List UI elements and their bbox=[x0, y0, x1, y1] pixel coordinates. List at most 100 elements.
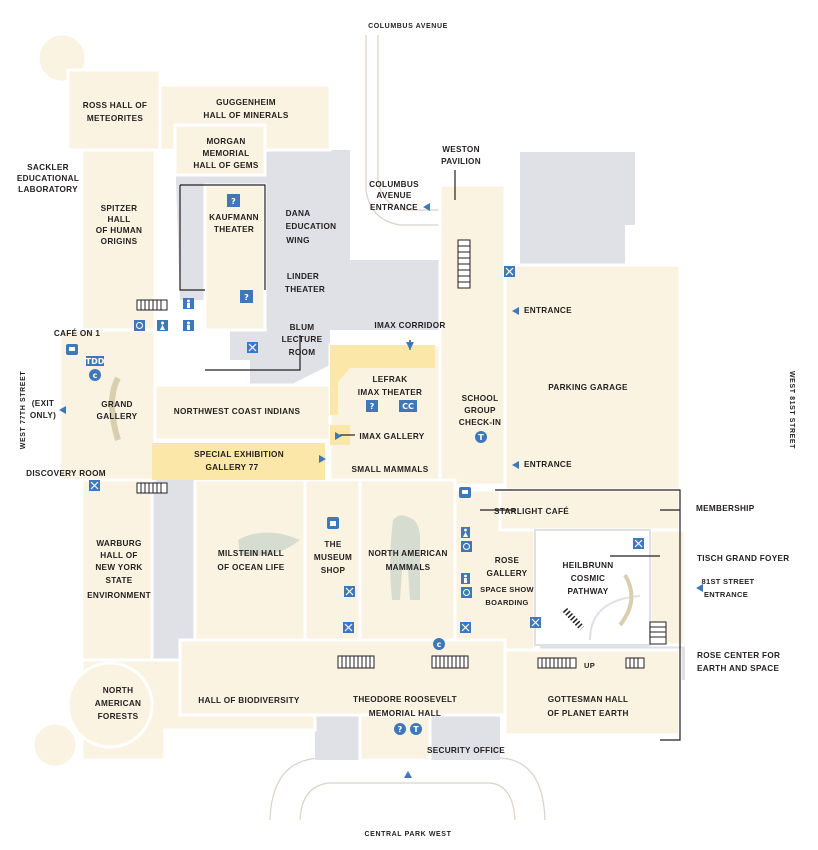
hearing-icon-lefrak: ? bbox=[366, 400, 378, 412]
stair-heilbrunn bbox=[562, 607, 585, 631]
label-dana: DANA EDUCATION WING bbox=[286, 209, 337, 245]
stair-up bbox=[537, 657, 577, 669]
elevator-icon-shop bbox=[344, 586, 355, 597]
svg-text:?: ? bbox=[244, 293, 249, 302]
highlight-areas bbox=[152, 345, 435, 480]
label-membership: MEMBERSHIP bbox=[696, 504, 755, 513]
hearing-icon-linder: ? bbox=[240, 290, 253, 303]
map-icons[interactable]: ? ? ? CC TDD c c T ? T bbox=[66, 194, 644, 735]
label-lefrak: LEFRAK IMAX THEATER bbox=[358, 375, 422, 397]
label-morgan: MORGAN MEMORIAL HALL OF GEMS bbox=[193, 137, 259, 170]
parking-garage bbox=[503, 263, 682, 492]
shop-icon bbox=[327, 517, 339, 529]
stair-roosevelt-w bbox=[337, 655, 375, 669]
restroom-women-icon-2 bbox=[461, 527, 470, 538]
label-security: SECURITY OFFICE bbox=[427, 746, 505, 755]
label-space-show: SPACE SHOW BOARDING bbox=[480, 585, 534, 607]
label-entrance-upper: ENTRANCE bbox=[524, 306, 572, 315]
label-tisch: TISCH GRAND FOYER bbox=[697, 554, 789, 563]
label-special-exhibition: SPECIAL EXHIBITION GALLERY 77 bbox=[194, 450, 284, 472]
svg-text:c: c bbox=[437, 640, 442, 649]
room-labels: ROSS HALL OF METEORITES GUGGENHEIM HALL OF… bbox=[17, 98, 789, 755]
elevator-icon-blum bbox=[247, 342, 258, 353]
svg-text:?: ? bbox=[370, 402, 375, 411]
label-na-mammals: NORTH AMERICAN MAMMALS bbox=[368, 549, 447, 572]
street-north: COLUMBUS AVENUE bbox=[368, 23, 448, 30]
label-na-forests: NORTH AMERICAN FORESTS bbox=[95, 686, 142, 721]
label-rose-center: ROSE CENTER FOR EARTH AND SPACE bbox=[697, 651, 780, 673]
label-museum-shop: THE MUSEUM SHOP bbox=[314, 540, 352, 575]
restroom-men-icon-2 bbox=[183, 320, 194, 331]
milstein-hall bbox=[193, 478, 307, 642]
arrow-entrance-lower-icon bbox=[512, 461, 519, 469]
label-up: UP bbox=[584, 661, 595, 670]
svg-text:CC: CC bbox=[402, 402, 414, 411]
arrow-imax-corridor-icon bbox=[406, 342, 414, 350]
elevator-icon-milstein bbox=[343, 622, 354, 633]
stair-discovery bbox=[136, 482, 168, 494]
stair-spitzer bbox=[136, 299, 168, 311]
cafe-icon-starlight bbox=[459, 487, 471, 498]
label-sackler: SACKLER EDUCATIONAL LABORATORY bbox=[17, 163, 79, 194]
label-heilbrunn: HEILBRUNN COSMIC PATHWAY bbox=[563, 561, 614, 596]
east-corridor bbox=[438, 183, 507, 487]
elevator-icon-rose bbox=[460, 622, 471, 633]
elevator-icon-ne bbox=[504, 266, 515, 277]
restroom-men-icon bbox=[183, 298, 194, 309]
street-west: WEST 77TH STREET bbox=[20, 371, 27, 450]
morgan-hall bbox=[173, 123, 267, 177]
label-small-mammals: SMALL MAMMALS bbox=[352, 465, 429, 474]
ticket-icon-school: T bbox=[475, 431, 487, 443]
stair-weston bbox=[457, 239, 471, 289]
arrow-special-exhibition-icon bbox=[319, 455, 326, 463]
street-east: WEST 81ST STREET bbox=[788, 371, 795, 449]
phone-icon-west: c bbox=[89, 369, 101, 381]
spitzer-hall bbox=[80, 148, 157, 347]
label-biodiversity: HALL OF BIODIVERSITY bbox=[198, 696, 300, 705]
stair-roosevelt-e bbox=[431, 655, 469, 669]
label-ross-hall: ROSS HALL OF METEORITES bbox=[83, 101, 147, 123]
svg-text:T: T bbox=[478, 433, 484, 442]
svg-text:?: ? bbox=[231, 197, 236, 206]
arrow-exit-icon bbox=[59, 406, 66, 414]
label-school-group: SCHOOL GROUP CHECK-IN bbox=[459, 394, 501, 427]
animal-silhouettes bbox=[238, 515, 420, 600]
label-gottesman: GOTTESMAN HALL OF PLANET EARTH bbox=[547, 695, 628, 718]
cafe-icon-west bbox=[66, 344, 78, 355]
accessible-icon-1 bbox=[134, 320, 145, 331]
imax-corridor-fill bbox=[330, 345, 435, 415]
label-linder: LINDER THEATER bbox=[285, 272, 325, 294]
hearing-icon-kaufmann: ? bbox=[227, 194, 240, 207]
label-81st-entrance: 81ST STREET ENTRANCE bbox=[702, 577, 755, 599]
cc-icon: CC bbox=[399, 400, 417, 412]
svg-text:c: c bbox=[93, 371, 98, 380]
arrow-columbus-icon bbox=[423, 203, 430, 211]
restroom-men-icon-3 bbox=[461, 573, 470, 584]
label-guggenheim: GUGGENHEIM HALL OF MINERALS bbox=[203, 98, 288, 120]
street-outlines bbox=[269, 35, 546, 821]
street-south: CENTRAL PARK WEST bbox=[365, 831, 452, 838]
label-rose-gallery: ROSE GALLERY bbox=[487, 556, 528, 578]
sw-rotunda bbox=[31, 721, 79, 769]
bear-silhouette bbox=[390, 515, 420, 600]
label-discovery-room: DISCOVERY ROOM bbox=[26, 469, 106, 478]
elevator-icon-heilbrunn-2 bbox=[530, 617, 541, 628]
label-spitzer: SPITZER HALL OF HUMAN ORIGINS bbox=[96, 204, 143, 246]
whale-silhouette bbox=[238, 532, 300, 556]
label-cafe-on-1: CAFÉ ON 1 bbox=[54, 328, 101, 338]
label-exit-only: (EXIT ONLY) bbox=[30, 399, 56, 420]
restroom-women-icon bbox=[157, 320, 168, 331]
label-parking: PARKING GARAGE bbox=[548, 383, 628, 392]
label-imax-corridor: IMAX CORRIDOR bbox=[374, 321, 445, 330]
roosevelt-entry bbox=[358, 713, 432, 762]
label-entrance-lower: ENTRANCE bbox=[524, 460, 572, 469]
arrow-cpw-icon bbox=[404, 771, 412, 778]
arrow-imax-gallery-icon bbox=[335, 432, 342, 440]
canoe-shape bbox=[109, 376, 121, 441]
svg-text:T: T bbox=[413, 725, 419, 734]
arrow-81st-icon bbox=[696, 584, 703, 592]
label-warburg: WARBURG HALL OF NEW YORK STATE ENVIRONMENT bbox=[87, 539, 151, 600]
ticket-icon-roosevelt: T bbox=[410, 723, 422, 735]
special-exhibition-fill bbox=[152, 443, 325, 480]
